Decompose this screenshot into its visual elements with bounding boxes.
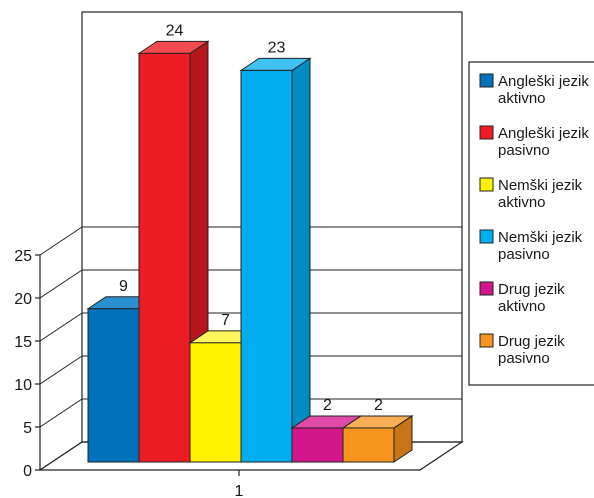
legend-label-line: Nemški jezik	[498, 177, 583, 194]
y-tick-label: 25	[14, 248, 32, 265]
gridline-side	[40, 356, 82, 384]
y-tick-label: 20	[14, 291, 32, 308]
legend-label-line: Drug jezik	[498, 281, 565, 298]
gridline-side	[40, 227, 82, 255]
y-axis: 0 5 10 15 20 25	[14, 248, 40, 480]
data-label: 2	[323, 397, 332, 414]
legend-label-line: aktivno	[498, 90, 546, 107]
bar-6	[343, 416, 412, 462]
x-tick-label: 1	[235, 483, 244, 498]
data-label: 9	[119, 278, 128, 295]
bar-side	[292, 58, 310, 462]
legend-swatch	[480, 126, 493, 139]
x-axis: 1	[235, 470, 244, 498]
y-tick-label: 5	[23, 420, 32, 437]
legend-label-line: aktivno	[498, 298, 546, 315]
data-label: 7	[221, 312, 230, 329]
legend-label-line: Drug jezik	[498, 333, 565, 350]
legend-swatch	[480, 282, 493, 295]
bar-front	[241, 70, 292, 462]
bar-front	[343, 428, 394, 462]
y-tick-label: 0	[23, 463, 32, 480]
legend-label-line: Nemški jezik	[498, 229, 583, 246]
bar-front	[190, 343, 241, 462]
gridline-side	[40, 313, 82, 341]
legend-label-line: pasivno	[498, 142, 550, 159]
data-label: 24	[166, 22, 184, 39]
bar-front	[139, 53, 190, 462]
legend-swatch	[480, 334, 493, 347]
legend-label-line: Angleški jezik	[498, 73, 589, 90]
legend-label-line: pasivno	[498, 350, 550, 367]
legend-label-line: aktivno	[498, 194, 546, 211]
legend-label-line: pasivno	[498, 246, 550, 263]
legend-swatch	[480, 74, 493, 87]
bar-front	[88, 309, 139, 462]
y-tick-label: 15	[14, 334, 32, 351]
bar-4	[241, 58, 310, 462]
gridline-side	[40, 399, 82, 427]
data-label: 2	[374, 397, 383, 414]
legend-label-line: Angleški jezik	[498, 125, 589, 142]
gridline-side	[40, 270, 82, 298]
y-tick-label: 10	[14, 377, 32, 394]
legend-swatch	[480, 230, 493, 243]
bar-front	[292, 428, 343, 462]
data-label: 23	[268, 39, 286, 56]
legend-swatch	[480, 178, 493, 191]
